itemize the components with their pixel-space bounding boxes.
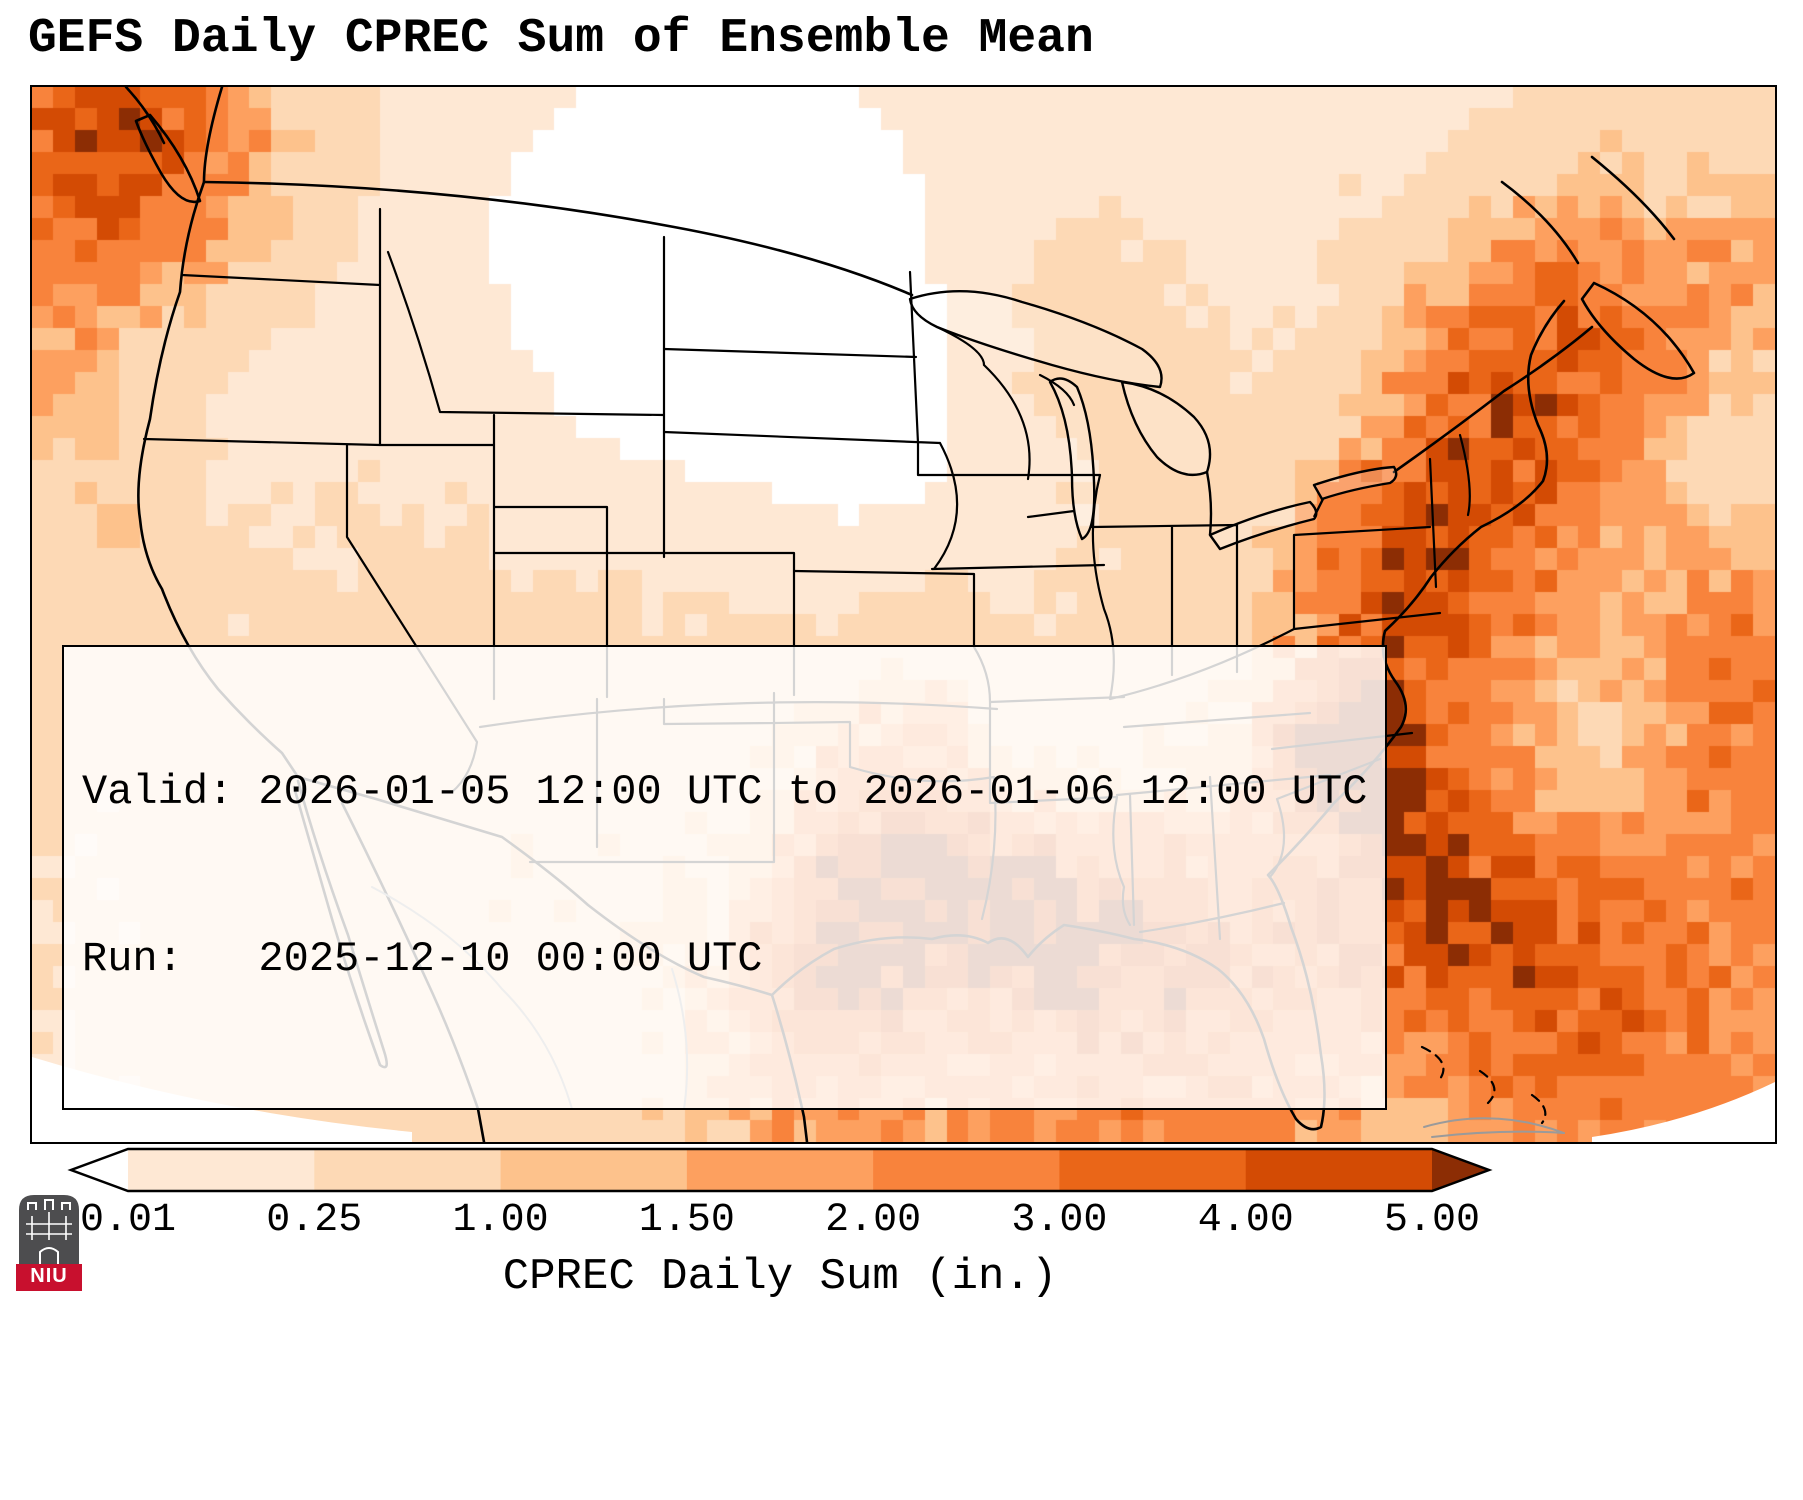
great-lakes: [908, 289, 1398, 551]
colorbar-tick: 2.00: [825, 1198, 922, 1243]
figure-title: GEFS Daily CPREC Sum of Ensemble Mean: [28, 12, 1094, 66]
lake-connectors: [1205, 471, 1325, 536]
nova-scotia: [1580, 281, 1696, 380]
niu-logo-text: NIU: [16, 1264, 82, 1291]
island-outlines: [1420, 1045, 1547, 1125]
colorbar-tick: 0.01: [79, 1198, 177, 1243]
domain-edge-left: [32, 1057, 412, 1142]
map-panel: Valid: 2026-01-05 12:00 UTC to 2026-01-0…: [30, 85, 1777, 1144]
canada-ne-coast-2: [1590, 155, 1676, 241]
cuba-coastline: [1423, 1117, 1565, 1138]
colorbar-tick: 0.25: [266, 1198, 363, 1243]
lake-michigan: [1048, 377, 1096, 541]
colorbar-tick: 1.00: [452, 1198, 549, 1243]
valid-time-text: Valid: 2026-01-05 12:00 UTC to 2026-01-0…: [82, 768, 1368, 817]
lake-huron: [1120, 380, 1212, 477]
canada-border: [202, 180, 914, 297]
lake-ontario: [1312, 465, 1398, 501]
colorbar-axis-label: CPREC Daily Sum (in.): [502, 1252, 1058, 1302]
canada-ne-coast-1: [1500, 180, 1580, 265]
st-lawrence-coast: [1392, 325, 1594, 474]
colorbar-tick: 4.00: [1197, 1198, 1294, 1243]
bc-coast: [124, 87, 166, 145]
colorbar: [67, 1147, 1493, 1193]
bahamas-outline: [1420, 1045, 1547, 1125]
vancouver-island: [134, 113, 202, 204]
domain-edge-right: [1592, 1082, 1775, 1142]
validity-info-box: Valid: 2026-01-05 12:00 UTC to 2026-01-0…: [62, 644, 1388, 1110]
colorbar-tick: 5.00: [1383, 1198, 1481, 1243]
niu-logo: NIU: [16, 1192, 82, 1291]
lake-superior: [908, 289, 1163, 389]
colorbar-tick-labels: 0.01 0.25 1.00 1.50 2.00 3.00 4.00 5.00: [70, 1198, 1490, 1248]
run-time-text: Run: 2025-12-10 00:00 UTC: [82, 934, 763, 983]
niu-castle-icon: [19, 1195, 79, 1264]
colorbar-tick: 1.50: [638, 1198, 735, 1243]
colorbar-tick: 3.00: [1011, 1198, 1108, 1243]
